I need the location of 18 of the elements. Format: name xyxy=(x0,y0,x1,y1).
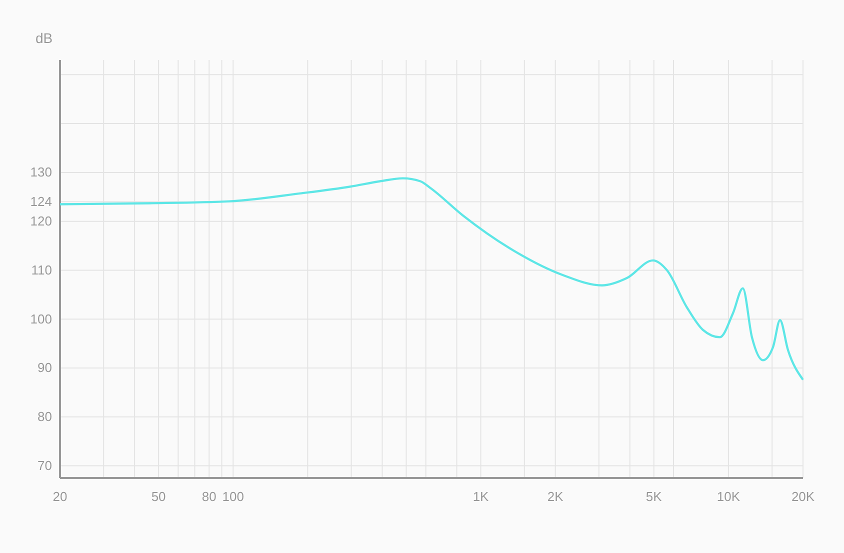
y-tick-label: 120 xyxy=(30,213,52,228)
y-tick-label: 100 xyxy=(30,311,52,326)
x-tick-label: 5K xyxy=(646,489,662,504)
x-tick-label: 1K xyxy=(472,489,490,504)
x-tick-label: 10K xyxy=(716,489,740,504)
y-axis-title: dB xyxy=(35,30,53,46)
x-tick-label: 20K xyxy=(791,489,815,504)
x-tick-label: 50 xyxy=(151,489,166,504)
y-tick-label: 70 xyxy=(38,458,52,473)
y-tick-label: 80 xyxy=(38,409,52,424)
x-tick-label: 20 xyxy=(52,489,68,504)
y-tick-label: 124 xyxy=(30,194,52,209)
y-tick-label: 130 xyxy=(30,164,52,180)
y-tick-label: 110 xyxy=(31,262,52,278)
x-tick-label: 80 xyxy=(202,489,216,504)
x-tick-label: 2K xyxy=(547,489,564,504)
y-tick-label: 90 xyxy=(38,360,52,376)
x-tick-label: 100 xyxy=(222,489,244,504)
